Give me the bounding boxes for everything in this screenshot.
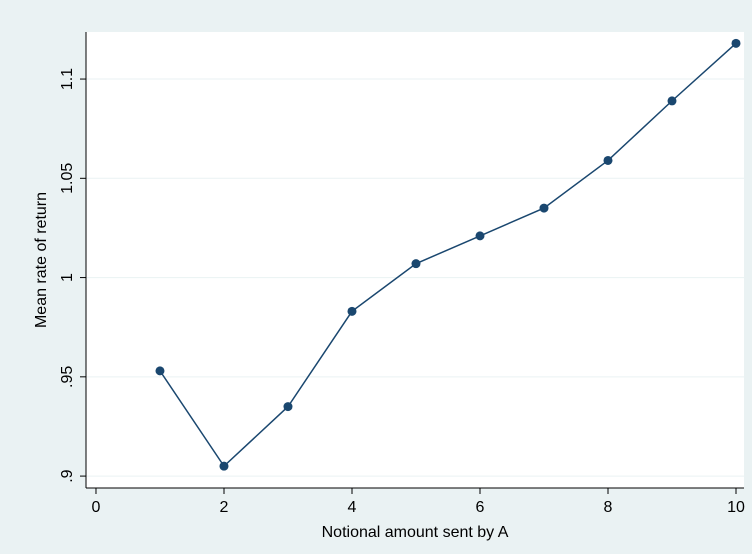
x-tick-label: 10 (727, 499, 745, 516)
x-tick-label: 0 (92, 499, 101, 516)
data-point (539, 203, 549, 213)
data-point (219, 461, 229, 471)
y-tick-label: 1.1 (59, 68, 76, 90)
y-tick-label: 1 (59, 273, 76, 282)
data-point (603, 155, 613, 165)
data-point (731, 38, 741, 48)
x-tick-label: 4 (348, 499, 357, 516)
y-axis-title: Mean rate of return (33, 192, 50, 328)
data-point (347, 306, 357, 316)
y-tick-label: 1.05 (59, 163, 76, 194)
x-tick-label: 8 (604, 499, 613, 516)
data-point (411, 259, 421, 269)
x-tick-label: 6 (476, 499, 485, 516)
y-tick-label: .9 (59, 469, 76, 482)
x-axis-title: Notional amount sent by A (322, 524, 509, 541)
data-point (475, 231, 485, 241)
data-point (667, 96, 677, 106)
data-point (155, 366, 165, 376)
x-tick-label: 2 (220, 499, 229, 516)
series-line (159, 42, 737, 468)
data-point (283, 402, 293, 412)
y-tick-label: .95 (59, 366, 76, 388)
